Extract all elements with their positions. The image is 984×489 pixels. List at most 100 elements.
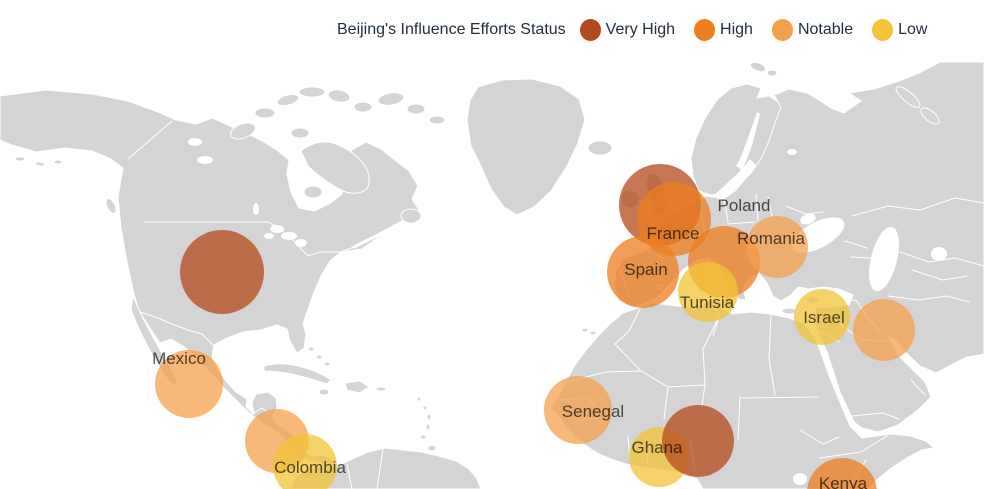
baltic-sea <box>713 159 756 201</box>
legend-label-notable: Notable <box>797 21 854 38</box>
country-label-ghana: Ghana <box>631 438 683 457</box>
country-label-poland: Poland <box>718 196 771 215</box>
border-central-asia <box>887 295 970 303</box>
island-novaya-zemlya <box>920 107 940 125</box>
land-layer <box>0 61 984 489</box>
border-africa <box>614 343 706 388</box>
legend-title: Beijing's Influence Efforts Status <box>337 21 566 38</box>
border-africa <box>799 429 840 445</box>
country-label-mexico: Mexico <box>152 349 206 368</box>
influence-circle-united-states[interactable] <box>180 230 264 314</box>
arctic-island <box>298 86 326 98</box>
legend-item-very-high: Very High <box>579 19 676 41</box>
island-svalbard <box>766 69 778 77</box>
arctic-island <box>276 93 300 107</box>
influence-circle-persian-gulf[interactable] <box>853 299 915 361</box>
influence-circle-nigeria[interactable] <box>662 405 734 477</box>
country-label-romania: Romania <box>737 229 806 248</box>
legend-label-high: High <box>720 21 753 38</box>
aleutian-island <box>53 159 63 165</box>
island-antilles <box>419 434 427 440</box>
arctic-island <box>428 115 446 125</box>
border-europe <box>755 193 759 222</box>
legend-item-low: Low <box>872 19 927 41</box>
influence-circle-romania[interactable] <box>746 216 808 278</box>
great-lake <box>264 233 274 239</box>
influence-circle-tunisia[interactable] <box>678 262 738 322</box>
influence-circle-colombia[interactable] <box>273 434 337 489</box>
legend-item-notable: Notable <box>771 19 854 41</box>
legend-item-high: High <box>694 19 753 41</box>
border-middle-east <box>851 412 900 420</box>
island-bahamas <box>323 361 331 367</box>
gulf-of-bothnia <box>736 112 760 170</box>
lake-winnipeg <box>253 203 259 215</box>
border-africa <box>663 386 669 420</box>
island-svalbard <box>749 61 767 73</box>
island-jamaica <box>318 388 330 396</box>
sea-of-azov <box>800 213 816 225</box>
island-hispaniola <box>344 380 370 394</box>
border-africa <box>819 435 888 459</box>
legend: Beijing's Influence Efforts Status Very … <box>337 0 946 60</box>
arctic-island <box>327 89 351 103</box>
border-africa <box>702 316 720 386</box>
country-label-tunisia: Tunisia <box>680 293 735 312</box>
arctic-island <box>353 101 373 113</box>
border-us-canada <box>143 221 355 257</box>
island-antilles <box>425 423 431 431</box>
arctic-island <box>230 122 256 140</box>
border-south-america <box>346 463 353 489</box>
island-cuba <box>263 363 332 385</box>
border-central-asia <box>851 197 984 217</box>
island-iceland <box>587 140 613 156</box>
border-europe <box>767 196 773 217</box>
legend-items: Very High High Notable Low <box>579 19 947 41</box>
caspian-sea <box>869 226 899 292</box>
border-africa <box>768 313 776 396</box>
border-alaska-canada <box>127 120 173 160</box>
influence-circle-spain[interactable] <box>607 236 679 308</box>
water-layer <box>188 112 947 485</box>
border-central-asia <box>911 269 968 281</box>
influence-circle-france[interactable] <box>637 182 711 256</box>
influence-circle-israel[interactable] <box>794 289 850 345</box>
border-middle-east <box>910 379 926 396</box>
island-novaya-zemlya <box>895 86 921 108</box>
legend-dot-very-high <box>579 19 601 41</box>
island-trinidad <box>427 444 437 452</box>
border-africa <box>614 308 641 345</box>
aral-sea <box>931 247 947 261</box>
country-labels-layer: Mexico Colombia France Spain Romania Tunisia I… <box>152 196 868 489</box>
island-canary <box>581 327 589 333</box>
country-label-france: France <box>647 224 700 243</box>
country-label-senegal: Senegal <box>562 402 624 421</box>
lake-ladoga <box>787 149 797 155</box>
influence-circle-kenya[interactable] <box>807 458 877 489</box>
island-bahamas <box>315 354 323 360</box>
border-europe <box>785 205 824 215</box>
island-puerto-rico <box>375 386 387 392</box>
island-bahamas <box>307 346 315 352</box>
aleutian-island <box>34 161 46 167</box>
st-lawrence-gulf <box>352 220 404 249</box>
border-europe <box>727 221 756 225</box>
southampton-island <box>303 185 323 199</box>
influence-circles-layer <box>155 164 915 489</box>
arctic-island <box>254 107 276 119</box>
arctic-island <box>377 92 405 106</box>
great-slave-lake <box>197 156 213 164</box>
legend-label-very-high: Very High <box>605 21 676 38</box>
island-antilles <box>416 396 422 402</box>
vancouver-island <box>105 198 117 214</box>
aleutian-island <box>14 156 26 162</box>
country-label-kenya: Kenya <box>819 474 868 489</box>
influence-circle-senegal[interactable] <box>544 376 612 444</box>
border-europe <box>723 197 729 223</box>
landmass-greenland <box>466 78 586 216</box>
landmass-baffin <box>300 141 370 194</box>
arctic-island <box>290 127 310 139</box>
influence-circle-mexico[interactable] <box>155 350 223 418</box>
great-lake <box>270 225 284 233</box>
